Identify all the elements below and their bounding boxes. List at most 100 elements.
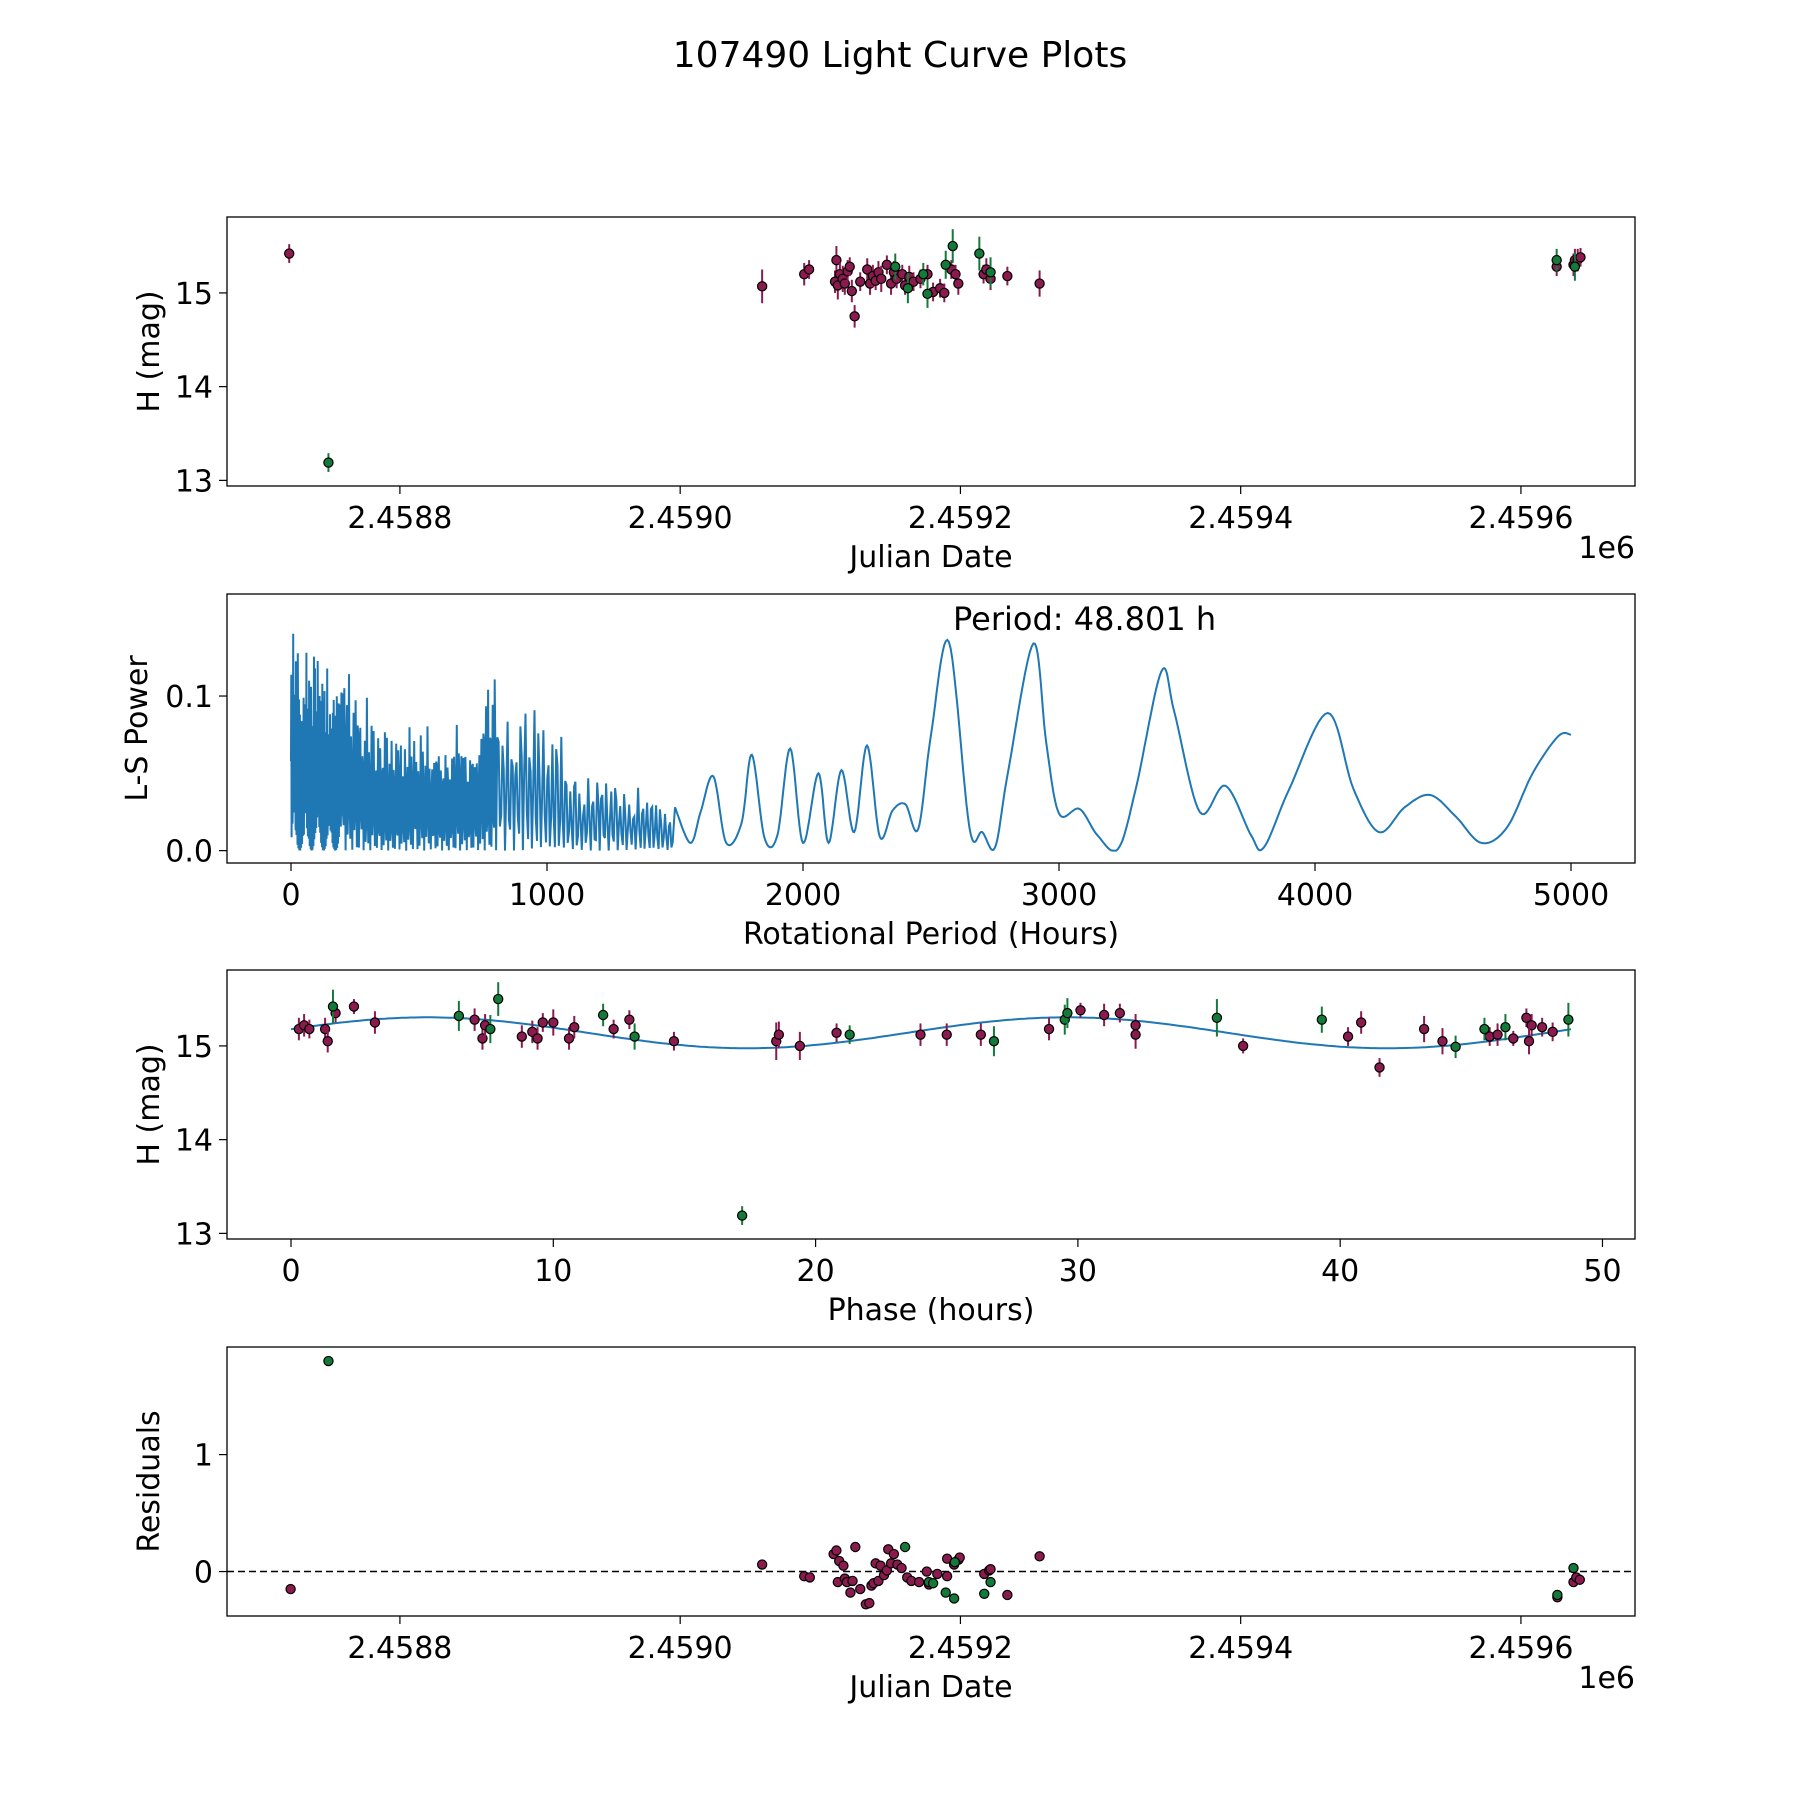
data-point [831, 1545, 842, 1556]
data-point [1574, 1574, 1585, 1585]
data-point [532, 1033, 543, 1044]
y-tick-label: 15 [175, 277, 213, 312]
data-point [1500, 1021, 1511, 1033]
x-tick-label: 2.4594 [1188, 1631, 1293, 1666]
x-tick-label: 40 [1321, 1254, 1359, 1289]
data-point [794, 1040, 806, 1052]
data-point [896, 1562, 907, 1574]
data-point [1492, 1029, 1503, 1040]
data-point [1536, 1021, 1548, 1033]
data-point [890, 261, 901, 272]
x-tick-label: 0 [281, 878, 300, 913]
data-point [975, 1029, 987, 1040]
data-point [1552, 1589, 1563, 1601]
residuals-panel: 2.4588 2.4590 2.4592 2.4594 2.4596 0 1 Julian D… [132, 1346, 1636, 1705]
x-axis-label: Rotational Period (Hours) [743, 917, 1119, 952]
y-tick-label: 14 [175, 371, 213, 406]
data-point [1479, 1023, 1490, 1035]
data-point [548, 1017, 559, 1028]
x-axis-label: Julian Date [847, 540, 1012, 575]
data-point [844, 261, 855, 272]
data-point [932, 1568, 943, 1580]
data-point [1098, 1009, 1110, 1021]
x-tick-label: 2.4592 [908, 501, 1013, 536]
data-point [888, 1548, 900, 1560]
data-point [736, 1210, 748, 1221]
plot-frame [226, 969, 1636, 1240]
data-point [485, 1023, 496, 1035]
data-point [985, 1564, 996, 1575]
data-point [941, 1571, 953, 1582]
data-point [597, 1009, 609, 1021]
data-point [1374, 1062, 1385, 1073]
data-point [304, 1023, 315, 1035]
plot-frame [226, 216, 1636, 487]
data-point [285, 1583, 296, 1595]
data-point [845, 1587, 856, 1598]
data-point [608, 1023, 619, 1035]
y-tick-label: 13 [175, 1217, 213, 1252]
data-point [773, 1029, 785, 1040]
data-point [453, 1010, 465, 1022]
data-point [902, 283, 914, 294]
x-tick-label: 2000 [765, 878, 841, 913]
data-point [921, 1566, 932, 1577]
x-axis-label: Julian Date [847, 1670, 1012, 1705]
phase-folded-panel: 0 10 20 30 40 50 13 14 15 Phase (hours) H (mag) [132, 969, 1636, 1328]
data-point [1114, 1007, 1126, 1019]
data-point [1575, 252, 1586, 263]
period-annotation: Period: 48.801 h [953, 600, 1216, 638]
x-offset-label: 1e6 [1578, 531, 1635, 566]
y-tick-label: 0.0 [165, 835, 213, 870]
data-point [947, 240, 958, 252]
data-point [804, 1572, 815, 1583]
x-tick-label: 2.4588 [347, 501, 452, 536]
data-point [516, 1031, 528, 1042]
data-point [756, 1559, 768, 1570]
y-tick-label: 14 [175, 1124, 213, 1159]
data-point [953, 278, 964, 289]
x-tick-label: 20 [796, 1254, 834, 1289]
data-point [948, 1593, 960, 1604]
data-point [849, 311, 860, 322]
y-tick-label: 0 [194, 1556, 213, 1591]
y-axis-label: L-S Power [120, 655, 155, 802]
x-tick-label: 2.4596 [1468, 501, 1573, 536]
data-point [537, 1017, 549, 1028]
x-tick-label: 30 [1059, 1254, 1097, 1289]
data-point [913, 1576, 925, 1588]
x-offset-label: 1e6 [1578, 1661, 1635, 1696]
x-tick-label: 2.4590 [628, 1631, 733, 1666]
data-point [1563, 1014, 1574, 1025]
x-tick-label: 0 [281, 1254, 300, 1289]
data-point [988, 1036, 1000, 1047]
data-point [493, 993, 504, 1005]
data-point [327, 1001, 339, 1012]
data-point [322, 1036, 333, 1047]
data-point [915, 1029, 926, 1040]
residual-layer [227, 1355, 1635, 1610]
data-point [1002, 1589, 1013, 1601]
x-tick-label: 50 [1583, 1254, 1621, 1289]
data-point [918, 268, 929, 280]
fit-curve [290, 1016, 1572, 1050]
data-point [864, 1597, 875, 1609]
x-axis-label: Phase (hours) [828, 1293, 1035, 1328]
data-point [624, 1014, 635, 1025]
periodogram-panel: Period: 48.801 h 0 1000 2000 3000 4000 5000 0.0… [120, 593, 1636, 952]
data-point [668, 1036, 680, 1047]
figure-title: 107490 Light Curve Plots [673, 35, 1127, 76]
x-tick-label: 10 [534, 1254, 572, 1289]
data-point [922, 288, 933, 300]
x-tick-label: 2.4592 [908, 1631, 1013, 1666]
x-tick-label: 3000 [1021, 878, 1097, 913]
data-point [563, 1033, 575, 1044]
data-point [838, 1560, 849, 1571]
data-point [348, 1001, 360, 1012]
y-tick-label: 1 [194, 1439, 213, 1474]
data-point [469, 1014, 480, 1025]
data-point [1568, 1562, 1579, 1574]
x-tick-label: 2.4596 [1468, 1631, 1573, 1666]
data-point [927, 1578, 939, 1589]
data-point [941, 1029, 952, 1040]
